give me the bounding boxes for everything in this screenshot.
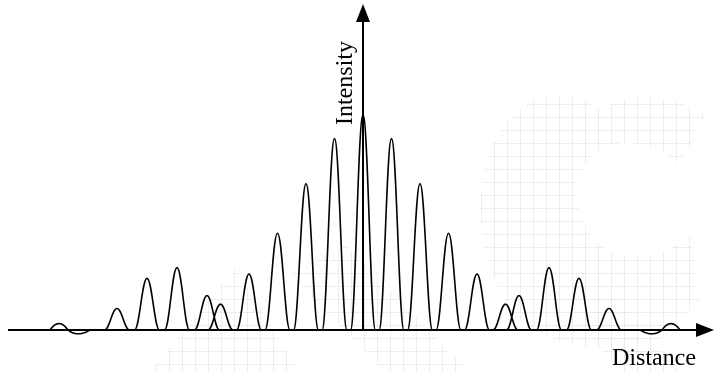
x-axis-label: Distance <box>612 345 696 371</box>
left-edge-ripple <box>49 322 91 335</box>
watermark-stroke-left <box>150 268 300 372</box>
central-fringe <box>292 183 320 331</box>
central-fringe <box>378 137 405 331</box>
central-fringe <box>321 137 348 331</box>
central-fringe <box>264 232 291 331</box>
y-axis-arrowhead <box>356 4 370 22</box>
right-fringe <box>535 266 563 331</box>
y-axis-label: Intensity <box>332 41 358 125</box>
central-fringe <box>435 232 462 331</box>
right-fringe <box>565 277 593 331</box>
left-fringe <box>163 266 191 331</box>
watermark-stroke-middle <box>290 245 470 372</box>
x-axis-arrowhead <box>696 323 714 337</box>
central-fringe <box>463 273 491 331</box>
central-fringe <box>235 273 263 331</box>
right-fringe <box>596 307 622 331</box>
central-fringe <box>207 303 234 331</box>
left-fringe <box>104 307 130 331</box>
central-fringe <box>406 183 434 331</box>
left-fringe <box>193 294 221 331</box>
central-fringe <box>492 303 519 331</box>
right-fringe <box>505 294 533 331</box>
left-fringe <box>133 277 161 331</box>
watermark-stroke-c <box>480 94 705 349</box>
